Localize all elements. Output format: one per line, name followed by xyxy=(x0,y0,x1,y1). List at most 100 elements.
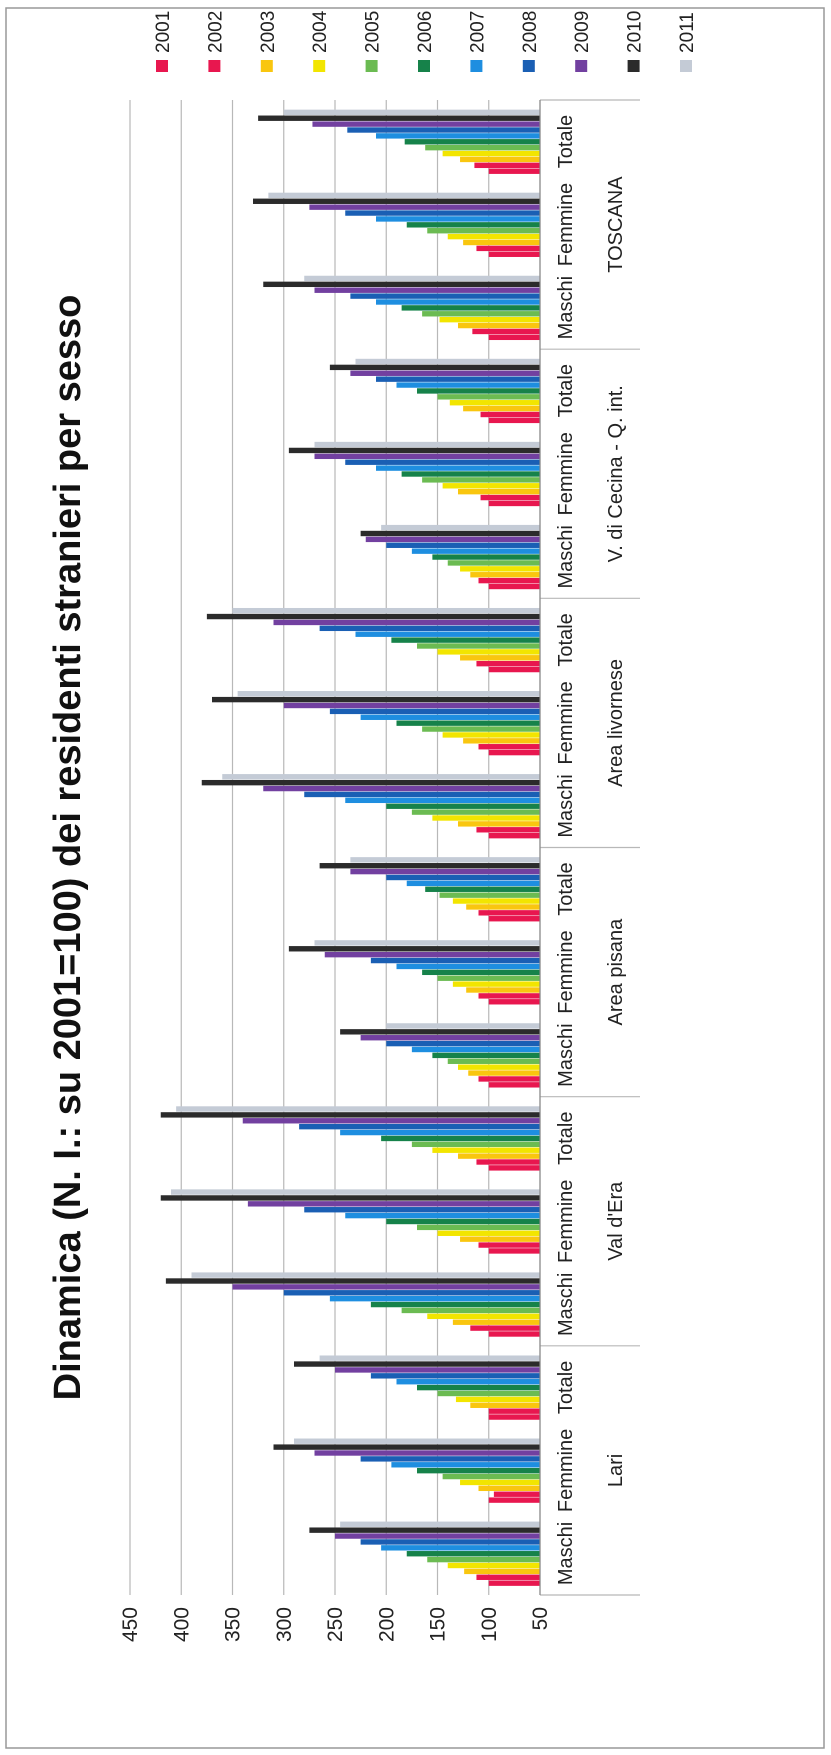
category-labels: Maschi Femmine Totale Maschi Femmine Totale Ma… xyxy=(539,99,640,1596)
bar-2009-cat8 xyxy=(350,868,540,875)
bar-2011-cat12 xyxy=(381,524,540,531)
bar-2008-cat10 xyxy=(329,708,540,715)
bar-2003-cat8 xyxy=(466,904,541,910)
legend-label-2003: 2003 xyxy=(258,11,279,53)
bar-2008-cat5 xyxy=(299,1123,540,1130)
category-label: Maschi xyxy=(555,1273,577,1336)
bar-2010-cat9 xyxy=(201,779,540,786)
category-label: Maschi xyxy=(555,276,577,339)
bar-2002-cat14 xyxy=(480,411,540,418)
bar-2004-cat15 xyxy=(439,316,540,323)
bar-2002-cat5 xyxy=(476,1159,541,1165)
bar-2004-cat7 xyxy=(452,981,540,987)
bar-2011-cat9 xyxy=(222,774,540,780)
bar-2006-cat8 xyxy=(425,886,541,892)
bar-2010-cat4 xyxy=(160,1195,540,1201)
bar-2002-cat6 xyxy=(478,1076,540,1082)
bar-2011-cat17 xyxy=(283,109,540,116)
bar-2009-cat4 xyxy=(247,1201,540,1207)
y-axis-ticks: 50 100 150 200 250 300 350 400 450 xyxy=(119,1607,552,1642)
category-label: Totale xyxy=(555,364,577,417)
area-label: Lari xyxy=(605,1454,627,1487)
bar-2002-cat17 xyxy=(474,162,540,169)
bar-2008-cat13 xyxy=(345,459,540,465)
bar-2008-cat8 xyxy=(386,874,540,881)
bar-2001-cat1 xyxy=(488,1497,540,1503)
bar-2003-cat4 xyxy=(460,1236,540,1242)
bar-2010-cat12 xyxy=(360,530,540,537)
bar-2007-cat14 xyxy=(396,382,540,388)
bar-2006-cat16 xyxy=(406,222,540,228)
legend-label-2001: 2001 xyxy=(153,11,174,53)
category-label: Maschi xyxy=(555,525,577,588)
bar-2001-cat17 xyxy=(488,168,540,174)
bar-2003-cat15 xyxy=(458,322,540,329)
bar-2003-cat14 xyxy=(463,405,540,412)
bar-2007-cat12 xyxy=(411,548,540,554)
bar-2010-cat17 xyxy=(258,115,540,121)
chart-title: Dinamica (N. I.: su 2001=100) dei reside… xyxy=(47,295,89,1401)
bar-2003-cat9 xyxy=(458,821,540,827)
bar-2005-cat1 xyxy=(442,1473,540,1480)
bar-2002-cat13 xyxy=(480,494,540,501)
bar-2001-cat11 xyxy=(488,666,540,673)
bar-2002-cat3 xyxy=(470,1325,540,1331)
bar-2010-cat1 xyxy=(273,1444,540,1450)
category-label: Totale xyxy=(555,1361,577,1414)
bar-2007-cat1 xyxy=(391,1462,540,1468)
bar-2007-cat17 xyxy=(376,133,540,139)
category-label: Maschi xyxy=(555,774,577,837)
bar-2005-cat6 xyxy=(447,1058,540,1064)
bar-2009-cat15 xyxy=(314,287,540,293)
bar-2010-cat5 xyxy=(160,1112,540,1118)
area-label: Val d'Era xyxy=(605,1181,627,1261)
category-label: Femmine xyxy=(555,183,577,266)
tick-label-400: 400 xyxy=(170,1607,193,1642)
bar-2009-cat10 xyxy=(283,702,540,709)
bar-2004-cat2 xyxy=(455,1396,541,1403)
bar-2005-cat9 xyxy=(411,809,540,815)
bar-2004-cat14 xyxy=(449,400,540,406)
bar-2004-cat1 xyxy=(460,1479,540,1486)
tick-label-100: 100 xyxy=(478,1607,501,1642)
legend: 2001 2002 2003 2004 2005 2006 2007 2008 2009 2010… xyxy=(153,10,698,72)
bar-2003-cat13 xyxy=(458,488,540,495)
bar-2005-cat8 xyxy=(439,892,540,898)
bar-2010-cat7 xyxy=(288,946,540,952)
bar-2008-cat2 xyxy=(370,1373,540,1379)
bar-2004-cat8 xyxy=(452,898,540,904)
bar-2004-cat16 xyxy=(447,233,540,240)
area-label: TOSCANA xyxy=(605,176,627,273)
legend-label-2005: 2005 xyxy=(363,11,384,53)
bar-2009-cat5 xyxy=(242,1118,540,1124)
bar-2001-cat3 xyxy=(488,1331,540,1337)
bar-2007-cat7 xyxy=(396,963,540,970)
bar-2001-cat15 xyxy=(488,334,540,341)
bar-2008-cat16 xyxy=(345,210,540,216)
bar-2010-cat16 xyxy=(253,198,540,204)
bar-2006-cat3 xyxy=(370,1301,540,1308)
bar-2002-cat1 xyxy=(493,1491,540,1497)
bar-2005-cat10 xyxy=(422,726,540,732)
category-label: Totale xyxy=(555,1112,577,1165)
bar-2007-cat4 xyxy=(345,1212,540,1219)
tick-label-300: 300 xyxy=(273,1607,296,1642)
bar-2011-cat1 xyxy=(294,1438,540,1444)
bar-2008-cat0 xyxy=(360,1539,540,1545)
bar-2003-cat12 xyxy=(470,572,540,578)
bar-2008-cat4 xyxy=(304,1207,540,1213)
area-label: Area livornese xyxy=(605,659,627,787)
bar-2004-cat10 xyxy=(442,732,540,738)
bar-2008-cat3 xyxy=(283,1290,540,1296)
bar-2005-cat3 xyxy=(401,1307,540,1314)
bar-2003-cat10 xyxy=(463,738,540,744)
bar-2002-cat4 xyxy=(478,1242,540,1248)
bar-2006-cat17 xyxy=(404,139,541,145)
bar-2001-cat7 xyxy=(488,999,540,1005)
bar-2011-cat8 xyxy=(350,857,540,863)
bar-2004-cat0 xyxy=(447,1562,540,1569)
bar-2001-cat0 xyxy=(488,1580,540,1586)
bar-2003-cat1 xyxy=(478,1485,540,1492)
